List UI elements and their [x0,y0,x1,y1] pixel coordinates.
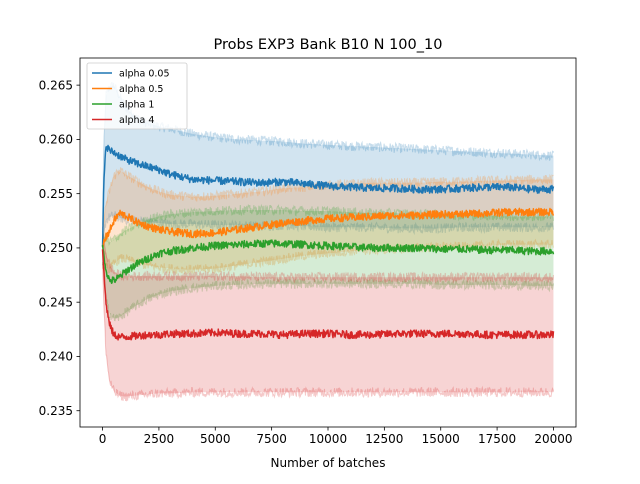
y-axis-ticks: 0.235 0.240 0.245 0.250 0.255 0.260 0.265 [39,78,80,418]
y-tick-label: 0.245 [39,295,73,309]
band-alpha-4 [102,231,554,397]
x-tick-label: 2500 [144,432,175,446]
legend-label: alpha 0.5 [119,84,163,95]
band-alpha-0-05 [102,85,554,270]
band-edge-lower-alpha-4 [102,263,554,402]
line-alpha-4 [101,249,555,341]
band-edge-lower-alpha-0-5 [102,238,554,275]
legend-box [86,62,188,130]
legend-label: alpha 0.05 [119,69,170,80]
band-edge-upper-alpha-0-5 [102,167,554,228]
x-tick-label: 17500 [478,432,516,446]
band-edge-lower-alpha-0-05 [102,211,554,266]
x-tick-label: 0 [99,432,107,446]
confidence-bands [102,82,554,402]
legend-label: alpha 1 [119,100,154,111]
y-tick-label: 0.255 [39,187,73,201]
band-edge-upper-alpha-4 [102,227,554,284]
x-tick-label: 20000 [534,432,572,446]
band-alpha-1 [102,209,554,319]
x-tick-label: 12500 [365,432,403,446]
y-tick-label: 0.260 [39,133,73,147]
x-tick-label: 7500 [256,432,287,446]
chart-title: Probs EXP3 Bank B10 N 100_10 [214,37,443,53]
line-alpha-0-05 [101,144,555,248]
line-alpha-0-5 [102,207,555,248]
y-tick-label: 0.250 [39,241,73,255]
y-tick-label: 0.235 [39,404,73,418]
legend: alpha 0.05 alpha 0.5 alpha 1 alpha 4 [86,62,188,130]
y-tick-label: 0.265 [39,78,73,92]
x-axis-label: Number of batches [271,456,386,470]
x-tick-label: 5000 [200,432,231,446]
legend-label: alpha 4 [119,115,154,126]
x-axis-ticks: 0 2500 5000 7500 10000 12500 15000 17500 20000 [99,427,573,446]
x-tick-label: 10000 [309,432,347,446]
x-tick-label: 15000 [422,432,460,446]
series-lines [101,144,555,341]
line-alpha-1 [101,239,555,285]
band-edge-lower-alpha-1 [102,262,554,322]
y-tick-label: 0.240 [39,350,73,364]
